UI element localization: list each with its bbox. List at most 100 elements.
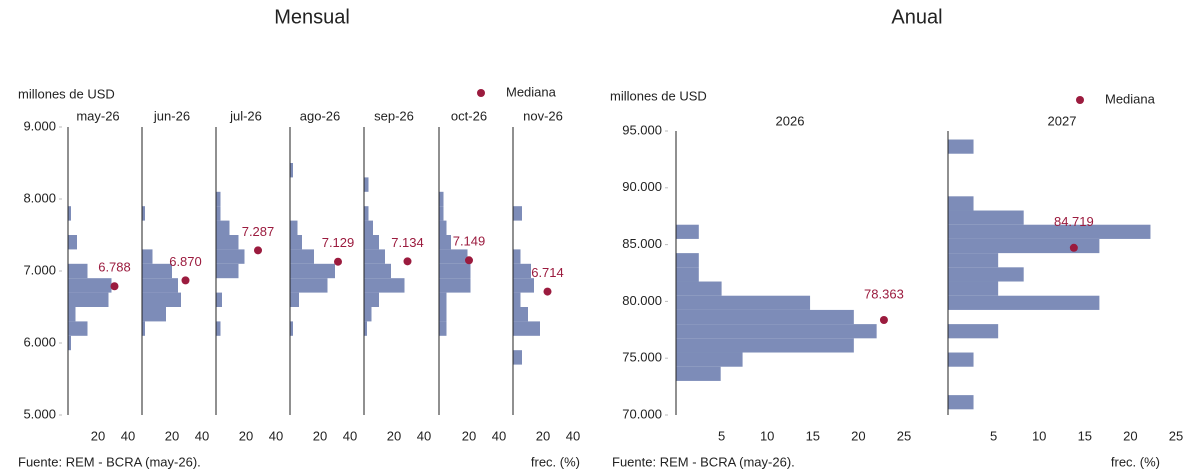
source-note: Fuente: REM - BCRA (may-26).: [18, 454, 201, 469]
x-tick-label: 40: [492, 428, 506, 443]
x-tick-label: 20: [239, 428, 253, 443]
x-tick-label: 20: [536, 428, 550, 443]
median-marker: [181, 276, 190, 285]
bar: [290, 220, 298, 235]
bar: [290, 263, 335, 279]
bar: [364, 220, 373, 235]
bar: [364, 235, 379, 250]
bar: [439, 307, 447, 322]
median-marker: [334, 257, 342, 266]
bar: [439, 292, 447, 307]
y-tick-label: 8.000: [23, 190, 56, 205]
bar: [676, 295, 811, 310]
median-marker: [254, 246, 262, 255]
x-axis-label: frec. (%): [531, 454, 580, 469]
bar: [216, 220, 230, 235]
bar: [68, 206, 71, 221]
legend-label: Mediana: [506, 84, 557, 99]
bar: [290, 321, 293, 336]
median-marker: [543, 287, 552, 296]
bar: [676, 309, 854, 325]
x-axis-label: frec. (%): [1111, 454, 1160, 469]
bar: [676, 324, 877, 339]
bar: [364, 321, 367, 336]
bar: [142, 307, 166, 322]
median-marker: [465, 256, 473, 265]
y-axis-label: millones de USD: [610, 88, 707, 103]
y-tick-label: 9.000: [23, 118, 56, 133]
bar: [948, 324, 999, 339]
bar: [364, 177, 369, 192]
x-tick-label: 40: [566, 428, 580, 443]
bar: [68, 278, 112, 293]
bar: [948, 210, 1024, 225]
y-tick-label: 75.000: [622, 350, 662, 365]
median-label: 7.287: [242, 224, 275, 239]
x-tick-label: 20: [462, 428, 476, 443]
median-marker: [110, 282, 119, 291]
median-marker: [879, 315, 888, 324]
bar: [948, 196, 974, 211]
bar: [948, 139, 974, 154]
bar: [142, 206, 145, 221]
bar: [676, 366, 721, 381]
panel-label: oct-26: [451, 108, 487, 123]
bar: [513, 206, 522, 221]
bar: [948, 224, 1151, 239]
bar: [513, 263, 531, 279]
bar: [676, 267, 699, 282]
panel-title: Anual: [891, 6, 942, 28]
bar: [364, 292, 379, 307]
bar: [364, 307, 372, 322]
bar: [142, 278, 178, 293]
bar: [439, 321, 447, 336]
legend-marker: [1076, 96, 1084, 104]
bar: [513, 278, 534, 293]
bar: [676, 338, 854, 353]
bar: [676, 352, 743, 367]
bar: [513, 292, 521, 307]
bar: [513, 249, 521, 264]
bar: [68, 263, 88, 279]
bar: [439, 191, 444, 207]
bar: [439, 278, 471, 293]
median-label: 7.149: [453, 234, 486, 249]
bar: [290, 249, 314, 264]
median-label: 6.870: [169, 254, 202, 269]
bar: [676, 224, 699, 239]
bar: [142, 263, 172, 279]
bar: [142, 249, 153, 264]
bar: [216, 321, 221, 336]
x-tick-label: 20: [1123, 428, 1137, 443]
panel-label: sep-26: [374, 108, 414, 123]
bar: [216, 235, 239, 250]
bar: [948, 238, 1100, 254]
bar: [513, 307, 528, 322]
source-note: Fuente: REM - BCRA (may-26).: [612, 454, 795, 469]
y-tick-label: 7.000: [23, 262, 56, 277]
panel-label: nov-26: [523, 108, 563, 123]
median-label: 78.363: [864, 286, 904, 301]
x-tick-label: 20: [387, 428, 401, 443]
panel-label: jun-26: [153, 108, 190, 123]
x-tick-label: 20: [165, 428, 179, 443]
median-label: 6.714: [531, 265, 564, 280]
bar: [364, 206, 369, 221]
median-label: 7.129: [322, 235, 355, 250]
panel-label: jul-26: [229, 108, 262, 123]
median-marker: [1069, 243, 1078, 252]
x-tick-label: 40: [417, 428, 431, 443]
y-tick-label: 6.000: [23, 334, 56, 349]
y-tick-label: 95.000: [622, 122, 662, 137]
bar: [216, 292, 222, 307]
bar: [439, 249, 468, 264]
y-tick-label: 85.000: [622, 236, 662, 251]
median-label: 6.788: [98, 260, 131, 275]
bar: [513, 350, 522, 365]
bar: [290, 235, 302, 250]
x-tick-label: 40: [343, 428, 357, 443]
bar: [948, 267, 1024, 282]
bar: [290, 278, 328, 293]
bar: [68, 335, 71, 351]
